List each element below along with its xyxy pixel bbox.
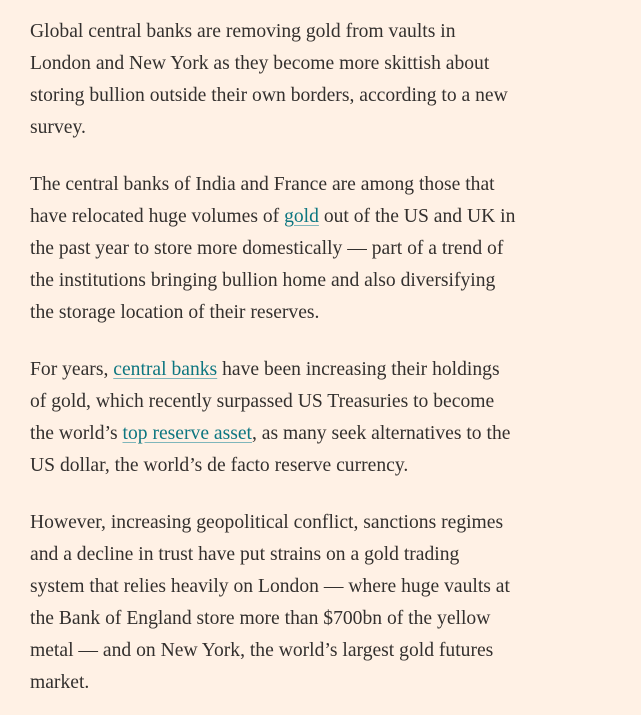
text-line: of gold, which recently surpassed US Tre… — [30, 386, 641, 418]
text-line: have relocated huge volumes of gold out … — [30, 201, 641, 233]
text-run: the world’s — [30, 423, 123, 444]
text-line: the Bank of England store more than $700… — [30, 603, 641, 635]
text-line: storing bullion outside their own border… — [30, 80, 641, 112]
text-run: However, increasing geopolitical conflic… — [30, 512, 504, 533]
text-line: the world’s top reserve asset, as many s… — [30, 418, 641, 450]
text-run: metal — and on New York, the world’s lar… — [30, 640, 494, 661]
paragraph: However, increasing geopolitical conflic… — [30, 507, 641, 699]
text-run: US dollar, the world’s de facto reserve … — [30, 455, 409, 476]
inline-link[interactable]: top reserve asset — [122, 423, 252, 444]
inline-link[interactable]: central banks — [113, 359, 218, 380]
text-line: metal — and on New York, the world’s lar… — [30, 635, 641, 667]
text-run: have been increasing their holdings — [217, 359, 500, 380]
text-run: the institutions bringing bullion home a… — [30, 270, 496, 291]
text-line: Global central banks are removing gold f… — [30, 16, 641, 48]
text-line: US dollar, the world’s de facto reserve … — [30, 450, 641, 482]
text-run: the storage location of their reserves. — [30, 302, 320, 323]
inline-link[interactable]: gold — [284, 206, 319, 227]
text-line: market. — [30, 667, 641, 699]
text-line: The central banks of India and France ar… — [30, 169, 641, 201]
text-run: have relocated huge volumes of — [30, 206, 285, 227]
text-run: the past year to store more domestically… — [30, 238, 504, 259]
text-run: For years, — [30, 359, 114, 380]
text-line: survey. — [30, 112, 641, 144]
text-run: the Bank of England store more than $700… — [30, 608, 491, 629]
text-line: and a decline in trust have put strains … — [30, 539, 641, 571]
article: Global central banks are removing gold f… — [30, 16, 641, 699]
text-run: and a decline in trust have put strains … — [30, 544, 460, 565]
text-run: Global central banks are removing gold f… — [30, 21, 456, 42]
text-line: the institutions bringing bullion home a… — [30, 265, 641, 297]
text-run: London and New York as they become more … — [30, 53, 490, 74]
paragraph: For years, central banks have been incre… — [30, 354, 641, 482]
paragraph: Global central banks are removing gold f… — [30, 16, 641, 144]
text-line: However, increasing geopolitical conflic… — [30, 507, 641, 539]
text-run: of gold, which recently surpassed US Tre… — [30, 391, 495, 412]
text-run: storing bullion outside their own border… — [30, 85, 508, 106]
text-run: , as many seek alternatives to the — [252, 423, 511, 444]
text-line: For years, central banks have been incre… — [30, 354, 641, 386]
text-run: market. — [30, 672, 90, 693]
text-line: London and New York as they become more … — [30, 48, 641, 80]
text-run: survey. — [30, 117, 86, 138]
text-run: system that relies heavily on London — w… — [30, 576, 510, 597]
paragraph: The central banks of India and France ar… — [30, 169, 641, 329]
text-run: The central banks of India and France ar… — [30, 174, 495, 195]
text-line: the storage location of their reserves. — [30, 297, 641, 329]
text-line: the past year to store more domestically… — [30, 233, 641, 265]
text-run: out of the US and UK in — [318, 206, 516, 227]
text-line: system that relies heavily on London — w… — [30, 571, 641, 603]
